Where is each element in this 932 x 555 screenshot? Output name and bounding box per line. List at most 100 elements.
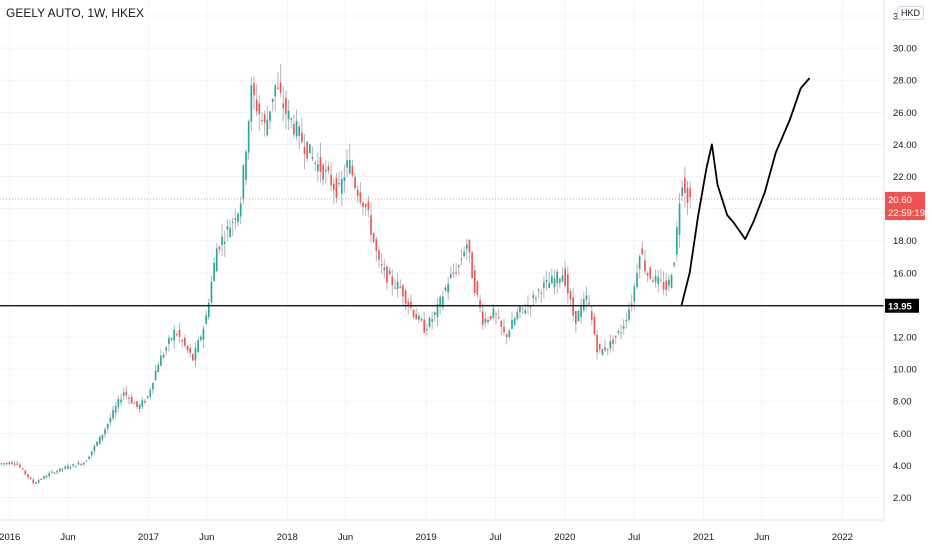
candle-body: [202, 328, 205, 340]
candle-body: [532, 294, 535, 299]
candle-body: [511, 319, 513, 329]
candle-body: [649, 267, 652, 279]
candle-body: [51, 471, 53, 473]
candle-body: [622, 326, 625, 329]
candle-body: [218, 246, 221, 250]
candle-body: [221, 236, 223, 245]
candle-body: [90, 451, 93, 456]
candle-body: [681, 187, 684, 196]
x-tick-label: Jun: [754, 532, 769, 543]
candle-body: [473, 270, 476, 293]
candle-body: [439, 297, 441, 307]
candle-body: [215, 248, 218, 272]
candle-body: [476, 281, 479, 295]
candle-body: [495, 313, 497, 315]
candle-body: [117, 399, 120, 408]
candle-body: [479, 300, 481, 308]
candle-body: [551, 275, 553, 284]
candle-body: [412, 310, 415, 318]
y-tick-label: 24.00: [893, 140, 917, 151]
candle-body: [434, 312, 436, 316]
candle-body: [128, 397, 130, 399]
candle-body: [319, 157, 322, 172]
candle-body: [245, 151, 247, 180]
candle-body: [338, 182, 340, 184]
candle-body: [21, 468, 24, 470]
candle-body: [620, 332, 622, 334]
candle-body: [154, 370, 157, 381]
candle-body: [343, 177, 346, 182]
candle-body: [484, 318, 487, 323]
candle-body: [306, 141, 309, 159]
candle-body: [168, 338, 170, 344]
candle-body: [77, 462, 80, 465]
candle-body: [231, 221, 234, 223]
candle-body: [162, 354, 165, 358]
candle-body: [210, 281, 213, 303]
candle-body: [415, 313, 418, 320]
candle-body: [64, 466, 66, 469]
candle-body: [604, 347, 606, 351]
x-tick-label: 2022: [832, 532, 853, 543]
candle-body: [574, 310, 577, 324]
candle-body: [335, 177, 338, 198]
candle-body: [133, 402, 136, 404]
candle-body: [463, 251, 465, 257]
candle-body: [109, 418, 112, 423]
candle-body: [45, 476, 48, 478]
candle-body: [146, 396, 149, 398]
candle-body: [309, 144, 311, 154]
candle-body: [556, 271, 559, 284]
candle-body: [537, 289, 540, 291]
candle-body: [3, 463, 5, 465]
candle-body: [330, 174, 332, 186]
candle-body: [324, 169, 327, 172]
time-axis[interactable]: 2016 Jun 2017 Jun 2018 Jun 2019 Jul 2020 Jul 2021 J…: [0, 519, 884, 543]
candle-body: [56, 471, 59, 473]
candle-body: [665, 280, 668, 291]
projection-drawing[interactable]: [680, 77, 810, 307]
candle-body: [266, 119, 269, 136]
candle-body: [633, 286, 636, 302]
candle-body: [346, 160, 348, 168]
candle-body: [370, 215, 372, 235]
candle-body: [548, 282, 551, 288]
candle-body: [455, 272, 457, 274]
candle-body: [407, 301, 410, 305]
candle-body: [388, 270, 391, 275]
candle-body: [471, 252, 473, 279]
candle-body: [609, 340, 612, 349]
candle-body: [197, 340, 199, 353]
candle-body: [340, 178, 343, 194]
price-axis[interactable]: 2.004.006.008.0010.0012.0014.0016.0018.0…: [883, 0, 917, 520]
x-tick-label: Jul: [628, 532, 640, 543]
candle-body: [247, 121, 250, 153]
candle-body: [468, 239, 471, 253]
candle-body: [444, 287, 447, 291]
candle-body: [184, 337, 186, 346]
candle-body: [13, 463, 16, 465]
candle-body: [449, 274, 452, 278]
y-tick-label: 8.00: [893, 397, 912, 408]
candle-body: [678, 203, 681, 235]
candle-body: [96, 441, 98, 446]
candle-body: [402, 285, 404, 297]
candle-body: [399, 286, 402, 288]
candle-body: [410, 302, 412, 308]
candle-body: [521, 307, 524, 309]
candle-body: [160, 355, 162, 366]
currency-badge[interactable]: HKD: [896, 6, 924, 20]
candle-body: [662, 282, 665, 290]
last-price-label-bg: [885, 192, 925, 221]
candle-body: [617, 330, 620, 333]
candle-body: [178, 329, 181, 337]
x-tick-label: Jun: [60, 532, 75, 543]
candle-body: [391, 276, 394, 286]
candle-body: [359, 192, 362, 203]
candle-body: [652, 280, 654, 282]
candle-body: [261, 120, 263, 122]
x-tick-label: 2021: [693, 532, 714, 543]
candle-body: [327, 166, 330, 171]
